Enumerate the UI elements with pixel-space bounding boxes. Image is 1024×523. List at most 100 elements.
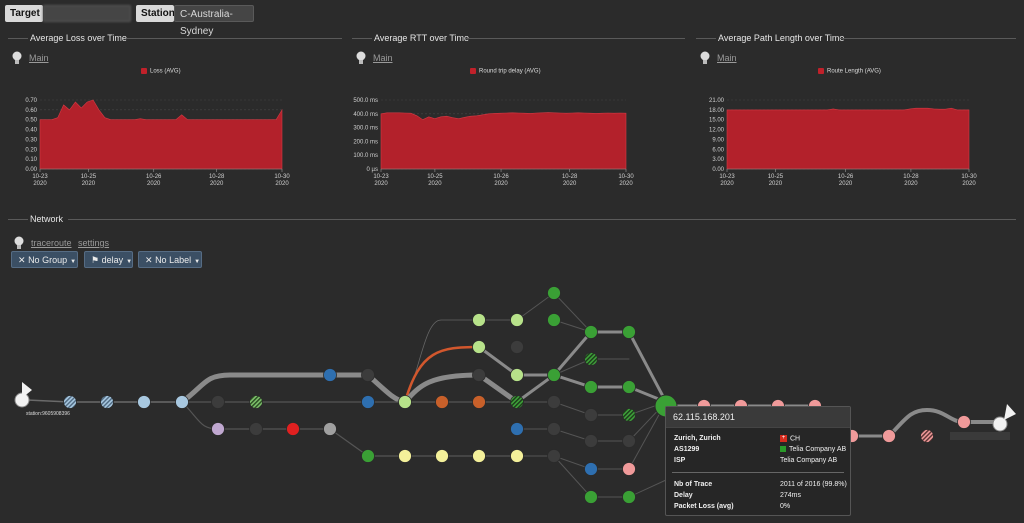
- y-tick-label: 200.0 ms: [353, 139, 378, 145]
- hop-node[interactable]: [547, 313, 561, 327]
- hop-node[interactable]: [398, 395, 412, 409]
- y-tick-label: 0.20: [25, 147, 37, 153]
- label-dropdown-button[interactable]: ✕ No Label ▼: [138, 251, 202, 268]
- hop-node[interactable]: [472, 395, 486, 409]
- hop-node[interactable]: [584, 352, 598, 366]
- hop-node[interactable]: [323, 422, 337, 436]
- hop-node[interactable]: [175, 395, 189, 409]
- hop-node[interactable]: [510, 395, 524, 409]
- divider: [465, 38, 685, 39]
- hop-node[interactable]: [882, 429, 896, 443]
- hop-node[interactable]: [584, 462, 598, 476]
- hop-node[interactable]: [547, 395, 561, 409]
- hop-node[interactable]: [361, 395, 375, 409]
- hop-node[interactable]: [622, 325, 636, 339]
- lightbulb-icon: [14, 236, 24, 249]
- x-tick-label: 2020: [619, 181, 633, 187]
- main-link[interactable]: Main: [373, 53, 393, 63]
- hop-node[interactable]: [584, 490, 598, 504]
- main-link[interactable]: Main: [717, 53, 737, 63]
- hop-node[interactable]: [510, 340, 524, 354]
- hop-node[interactable]: [472, 449, 486, 463]
- hop-node[interactable]: [622, 408, 636, 422]
- station-value[interactable]: C-Australia-Sydney: [174, 5, 254, 37]
- x-tick-label: 10-23: [373, 174, 389, 180]
- hop-node[interactable]: [584, 325, 598, 339]
- hop-node[interactable]: [584, 380, 598, 394]
- hop-node[interactable]: [547, 368, 561, 382]
- x-tick-label: 10-30: [961, 174, 977, 180]
- y-tick-label: 100.0 ms: [353, 153, 378, 159]
- y-tick-label: 0 µs: [367, 167, 378, 173]
- x-tick-label: 2020: [839, 181, 853, 187]
- main-link[interactable]: Main: [29, 53, 49, 63]
- tooltip-delay-value: 274ms: [780, 492, 802, 499]
- hop-node[interactable]: [510, 313, 524, 327]
- legend-label: Loss (AVG): [150, 68, 181, 75]
- hop-node[interactable]: [249, 422, 263, 436]
- network-nodes[interactable]: [63, 286, 971, 504]
- legend-label: Route Length (AVG): [827, 68, 881, 75]
- hop-node[interactable]: [249, 395, 263, 409]
- hop-node[interactable]: [622, 490, 636, 504]
- tooltip-ip: 62.115.168.201: [666, 407, 850, 428]
- traceroute-link[interactable]: traceroute: [31, 238, 72, 248]
- hop-node[interactable]: [547, 286, 561, 300]
- target-node[interactable]: [992, 416, 1008, 432]
- target-value-redacted[interactable]: [43, 5, 131, 22]
- hop-node[interactable]: [211, 395, 225, 409]
- x-tick-label: 2020: [374, 181, 388, 187]
- x-tick-label: 2020: [720, 181, 734, 187]
- hop-node[interactable]: [63, 395, 77, 409]
- hop-node[interactable]: [472, 313, 486, 327]
- hop-node[interactable]: [920, 429, 934, 443]
- x-tick-label: 10-30: [618, 174, 634, 180]
- group-dropdown-button[interactable]: ✕ No Group ▼: [11, 251, 78, 268]
- hop-node[interactable]: [323, 368, 337, 382]
- hop-node[interactable]: [361, 449, 375, 463]
- hop-node[interactable]: [547, 449, 561, 463]
- area-series: [380, 112, 627, 170]
- hop-node[interactable]: [472, 368, 486, 382]
- tooltip-as: AS1299: [674, 446, 700, 453]
- destination-target[interactable]: [950, 404, 1016, 440]
- hop-node[interactable]: [584, 408, 598, 422]
- settings-link[interactable]: settings: [78, 238, 110, 248]
- hop-node[interactable]: [622, 434, 636, 448]
- metric-dropdown-button[interactable]: ⚑ delay ▼: [84, 251, 133, 268]
- hop-node[interactable]: [435, 395, 449, 409]
- hop-node[interactable]: [622, 462, 636, 476]
- y-tick-label: 3.00: [712, 157, 724, 163]
- x-tick-label: 10-25: [81, 174, 97, 180]
- hop-node[interactable]: [100, 395, 114, 409]
- hop-node[interactable]: [472, 340, 486, 354]
- as-name: Telia Company AB: [789, 446, 847, 453]
- source-station[interactable]: station:9605908396: [14, 382, 70, 417]
- network-graph[interactable]: station:9605908396: [0, 270, 1024, 523]
- hop-node[interactable]: [211, 422, 225, 436]
- lightbulb-icon: [12, 51, 22, 64]
- hop-node[interactable]: [510, 422, 524, 436]
- tooltip-trace-label: Nb of Trace: [674, 481, 713, 488]
- hop-node[interactable]: [398, 449, 412, 463]
- button-label: No Label: [155, 255, 192, 265]
- hop-node[interactable]: [622, 380, 636, 394]
- hop-node[interactable]: [361, 368, 375, 382]
- tooltip-location: Zurich, Zurich: [674, 435, 721, 442]
- y-tick-label: 6.00: [712, 147, 724, 153]
- hop-node[interactable]: [584, 434, 598, 448]
- flag-icon: ⚑: [91, 255, 100, 265]
- hop-node[interactable]: [286, 422, 300, 436]
- divider: [352, 38, 372, 39]
- hop-node[interactable]: [435, 449, 449, 463]
- y-tick-label: 0.50: [25, 118, 37, 124]
- hop-node[interactable]: [957, 415, 971, 429]
- hop-node[interactable]: [547, 422, 561, 436]
- hop-node[interactable]: [510, 449, 524, 463]
- area-series: [39, 99, 283, 170]
- hop-node[interactable]: [137, 395, 151, 409]
- hop-node[interactable]: [510, 368, 524, 382]
- x-tick-label: 2020: [563, 181, 577, 187]
- divider: [8, 38, 28, 39]
- close-icon: ✕: [18, 255, 26, 265]
